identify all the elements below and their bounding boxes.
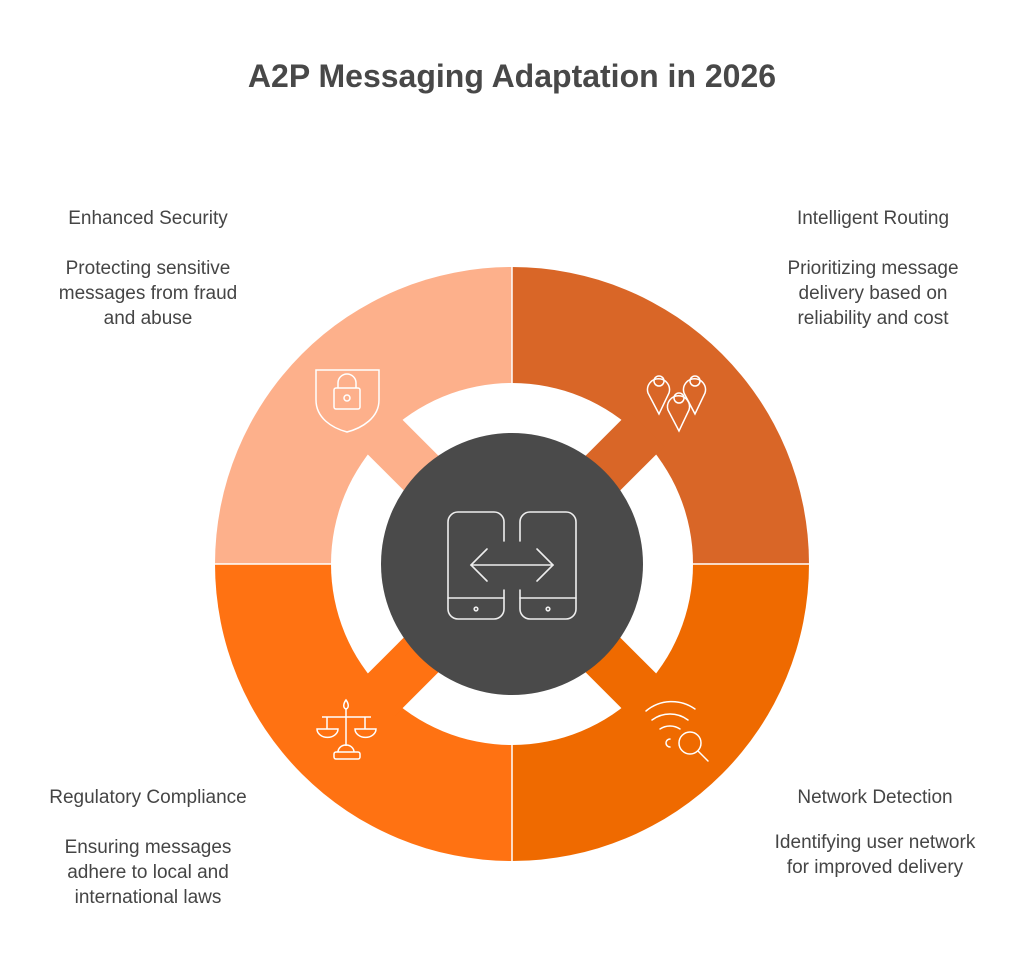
segment-label-bottom-right: Network Detection Identifying user netwo… — [725, 785, 1024, 880]
segment-description-line: Prioritizing message — [787, 258, 959, 279]
segment-description-line: delivery based on — [798, 283, 948, 304]
center-hub — [381, 433, 643, 695]
segment-description-line: messages from fraud — [58, 283, 238, 304]
segment-description-line: adhere to local and — [67, 862, 229, 883]
segment-description-line: international laws — [74, 887, 222, 908]
segment-description-line: Protecting sensitive — [65, 258, 231, 279]
shield-lock-icon — [315, 369, 380, 433]
diagram-title: A2P Messaging Adaptation in 2026 — [247, 58, 777, 94]
segment-label-top-left: Enhanced Security Protecting sensitive m… — [0, 206, 298, 331]
segment-label-bottom-left: Regulatory Compliance Ensuring messages … — [0, 785, 298, 910]
segment-title: Intelligent Routing — [796, 208, 950, 229]
map-pins-icon — [646, 375, 707, 433]
segment-description-line: for improved delivery — [786, 857, 964, 878]
segment-title: Network Detection — [797, 787, 953, 808]
segment-description-line: Ensuring messages — [64, 837, 232, 858]
segment-title: Regulatory Compliance — [49, 787, 247, 808]
signal-search-icon — [645, 700, 709, 762]
scales-icon — [316, 698, 377, 760]
phones-exchange-icon — [447, 511, 577, 620]
segment-title: Enhanced Security — [68, 208, 228, 229]
segment-description-line: Identifying user network — [774, 832, 976, 853]
segment-label-top-right: Intelligent Routing Prioritizing message… — [723, 206, 1023, 331]
segment-description-line: reliability and cost — [797, 308, 949, 329]
segment-description-line: and abuse — [103, 308, 193, 329]
